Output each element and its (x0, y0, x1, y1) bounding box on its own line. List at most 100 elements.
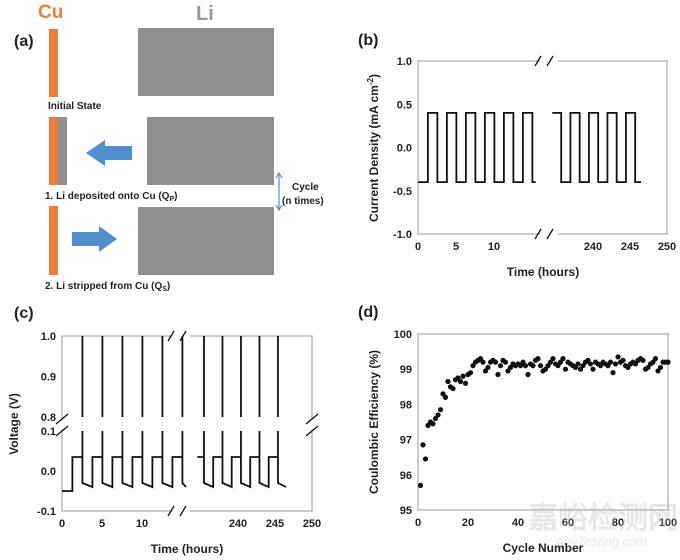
x-tick-label: 240 (584, 241, 602, 253)
data-point (612, 361, 619, 367)
panel-c-label: (c) (14, 305, 34, 322)
arrow-left-icon (86, 140, 132, 166)
x-tick-label: 5 (99, 518, 105, 530)
y-tick-label: 1.0 (397, 56, 412, 68)
watermark-subtext: AnyTesting.com (554, 534, 647, 549)
y-break-gap (56, 419, 318, 429)
data-point (530, 363, 536, 369)
data-point (560, 356, 566, 362)
li-label: Li (196, 3, 214, 25)
data-point (620, 357, 626, 363)
data-point (437, 407, 444, 413)
y-tick-label: 100 (394, 329, 412, 341)
y-tick-label: 97 (400, 435, 412, 447)
panel-d-label: (d) (358, 304, 378, 321)
cu-electrode-initial (49, 29, 58, 97)
cycle-times-label: (n times) (282, 196, 324, 207)
x-tick-label: 60 (562, 517, 574, 529)
y-tick-label: 0.1 (41, 426, 56, 438)
voltage-profile-line (62, 431, 187, 492)
y-tick-label: 0.9 (41, 372, 56, 384)
data-point (587, 361, 594, 367)
data-point (480, 359, 486, 365)
data-point (457, 378, 464, 385)
initial-state-label: Initial State (48, 101, 102, 112)
axis-break-mark (55, 413, 69, 425)
x-tick-label: 245 (621, 241, 639, 253)
voltage-profile-line (197, 431, 287, 489)
current-square-wave-line (418, 112, 536, 183)
data-point (535, 356, 541, 362)
y-tick-label: 0.0 (397, 143, 412, 155)
x-tick-label: 245 (266, 518, 284, 530)
data-point (615, 354, 621, 360)
y-tick-label: 1.0 (41, 331, 56, 343)
data-point (435, 412, 441, 418)
data-point (460, 373, 466, 379)
data-point (652, 356, 659, 362)
data-point (497, 363, 504, 369)
li-electrode-deposit (147, 117, 274, 185)
y-tick-label: 96 (400, 470, 412, 482)
cu-electrode-deposited (49, 117, 58, 185)
x-tick-label: 0 (59, 518, 65, 530)
y-tick-label: 0.0 (41, 466, 56, 478)
y-tick-label: -0.1 (37, 506, 56, 518)
data-point (657, 364, 664, 371)
data-point (492, 359, 499, 365)
y-tick-label: -1.0 (393, 229, 412, 241)
axis-break-mark (305, 413, 319, 425)
li-electrode-initial (138, 28, 274, 96)
x-tick-label: 0 (415, 517, 421, 529)
plot-frame (417, 60, 668, 235)
axis-break-mark (179, 505, 187, 517)
cu-label: Cu (38, 2, 63, 23)
deposited-li-layer (58, 117, 67, 185)
step1-label: 1. Li deposited onto Cu (QP) (45, 191, 177, 203)
arrow-right-icon (72, 226, 117, 252)
panel-b-label: (b) (358, 32, 378, 49)
x-tick-label: 240 (229, 518, 247, 530)
data-point (442, 394, 449, 400)
arrow-up-icon (275, 171, 283, 179)
data-point (610, 370, 616, 376)
panel-d-ylabel: Coulombic Efficiency (%) (367, 350, 381, 494)
axis-break-mark (55, 425, 69, 437)
data-point (450, 385, 456, 392)
panel-b-xlabel: Time (hours) (507, 265, 579, 279)
x-tick-label: 20 (462, 517, 474, 529)
y-tick-label: 0.8 (41, 412, 56, 424)
data-point (575, 361, 581, 367)
x-tick-label: 40 (512, 517, 524, 529)
x-tick-label: 100 (659, 517, 677, 529)
panel-d-efficiency-chart: (d) Coulombic Efficiency (%) Cycle Numbe… (358, 304, 677, 555)
watermark-text: 嘉峪检测网 (528, 501, 678, 535)
y-tick-label: 95 (400, 505, 412, 517)
panel-a-diagram: (a) Cu Li Initial State 1. Li deposited … (14, 2, 324, 293)
data-point (420, 442, 426, 448)
axis-break-mark (534, 55, 542, 67)
panel-b-ylabel: Current Density (mA cm-2) (366, 74, 381, 222)
data-point (522, 363, 529, 369)
y-tick-label: -0.5 (393, 186, 412, 198)
data-point (550, 356, 556, 362)
y-tick-label: 99 (400, 364, 412, 376)
current-square-wave-line (552, 112, 642, 183)
axis-break-mark (167, 505, 175, 517)
panel-c-voltage-chart: (c) Voltage (V) Time (hours) 1.0 0.9 0.8 0.… (7, 305, 321, 556)
x-tick-label: 0 (415, 241, 421, 253)
step2-label: 2. Li stripped from Cu (QS) (45, 281, 170, 293)
panel-c-ylabel: Voltage (V) (7, 393, 21, 455)
axis-break-mark (546, 228, 554, 240)
li-electrode-stripped (138, 207, 274, 275)
watermark: 嘉峪检测网 AnyTesting.com (528, 501, 678, 549)
plot-frame (417, 333, 669, 511)
x-tick-label: 10 (136, 518, 148, 530)
data-point (430, 421, 436, 427)
y-tick-label: 0.5 (397, 99, 412, 111)
panel-c-xlabel: Time (hours) (151, 542, 223, 556)
data-point (495, 371, 501, 378)
data-point (640, 357, 646, 363)
x-tick-label: 250 (303, 518, 321, 530)
